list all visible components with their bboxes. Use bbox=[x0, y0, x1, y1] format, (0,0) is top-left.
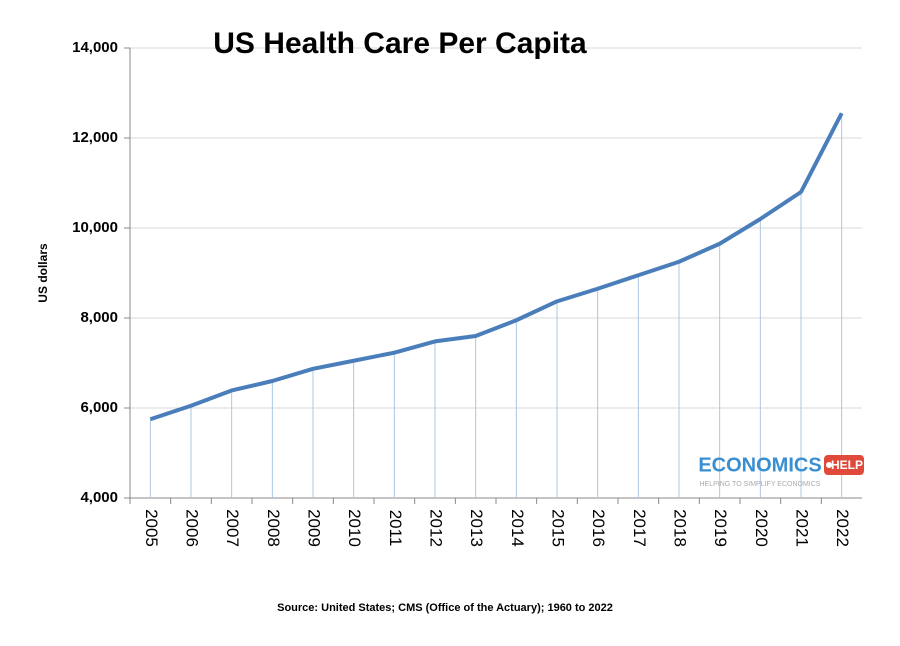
x-tick-label: 2009 bbox=[305, 509, 324, 547]
x-tick-label: 2022 bbox=[833, 509, 852, 547]
x-tick-label: 2021 bbox=[793, 509, 812, 547]
logo-tagline: HELPING TO SIMPLIFY ECONOMICS bbox=[700, 481, 821, 488]
x-tick-label: 2012 bbox=[427, 509, 446, 547]
x-tick-label: 2018 bbox=[671, 509, 690, 547]
logo: ECONOMICS HELP HELPING TO SIMPLIFY ECONO… bbox=[698, 454, 864, 488]
y-tick-label: 12,000 bbox=[72, 129, 118, 146]
chart-title: US Health Care Per Capita bbox=[213, 27, 587, 60]
y-tick-label: 4,000 bbox=[80, 489, 118, 506]
x-tick-label: 2014 bbox=[508, 509, 527, 547]
x-tick-label: 2006 bbox=[183, 509, 202, 547]
logo-tag-hole bbox=[826, 462, 832, 468]
source-note: Source: United States; CMS (Office of th… bbox=[277, 602, 613, 614]
logo-tag: HELP bbox=[831, 458, 863, 472]
x-tick-label: 2017 bbox=[630, 509, 649, 547]
x-tick-label: 2010 bbox=[345, 509, 364, 547]
data-line bbox=[149, 112, 844, 422]
x-tick-label: 2019 bbox=[711, 509, 730, 547]
x-tick-label: 2013 bbox=[467, 509, 486, 547]
y-tick-label: 8,000 bbox=[80, 309, 118, 326]
y-axis-label: US dollars bbox=[36, 243, 50, 303]
logo-name: ECONOMICS bbox=[698, 454, 821, 476]
x-tick-label: 2011 bbox=[386, 510, 405, 547]
logo-tag-shape bbox=[824, 455, 864, 475]
y-tick-label: 6,000 bbox=[80, 399, 118, 416]
plot: 4,000 6,000 8,000 10,000 12,000 14,000 2005 200… bbox=[72, 39, 862, 547]
x-tick-label: 2005 bbox=[142, 509, 161, 547]
x-tick-label: 2008 bbox=[264, 509, 283, 547]
y-tick-label: 10,000 bbox=[72, 219, 118, 236]
x-tick-label: 2015 bbox=[549, 509, 568, 547]
x-tick-label: 2016 bbox=[589, 509, 608, 547]
x-tick-label: 2007 bbox=[223, 509, 242, 547]
y-tick-label: 14,000 bbox=[72, 39, 118, 56]
x-tick-label: 2020 bbox=[752, 509, 771, 547]
